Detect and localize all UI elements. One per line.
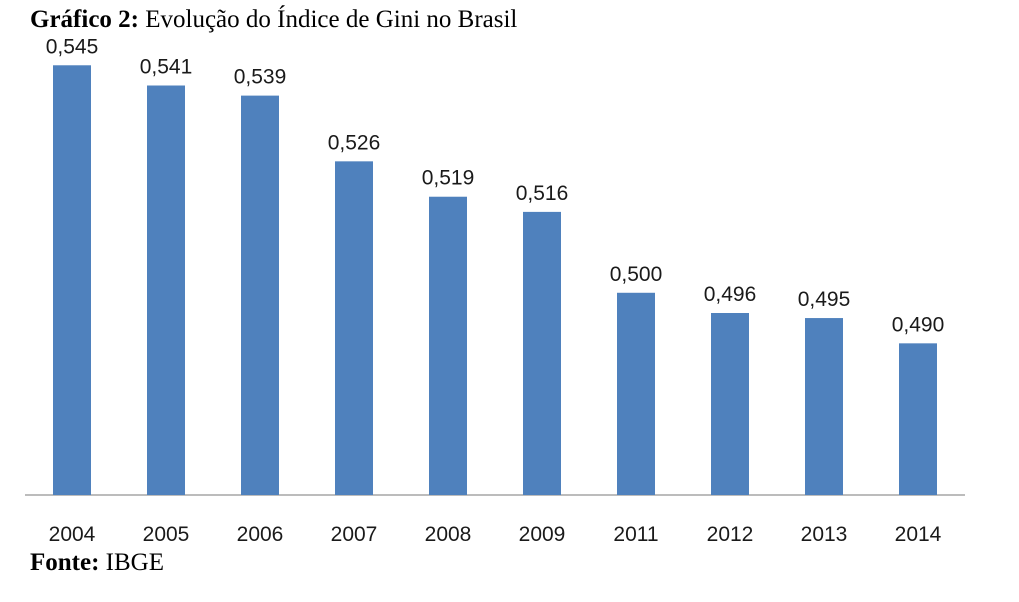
data-label-2006: 0,539 bbox=[234, 66, 287, 89]
bar-2006 bbox=[241, 95, 279, 495]
bar-2014 bbox=[899, 343, 937, 495]
data-label-2009: 0,516 bbox=[516, 182, 569, 205]
chart-title-prefix: Gráfico 2: bbox=[30, 6, 139, 33]
bar-2004 bbox=[53, 65, 91, 496]
data-label-2008: 0,519 bbox=[422, 167, 475, 190]
x-tick-label-2014: 2014 bbox=[895, 523, 942, 546]
chart-source: Fonte: IBGE bbox=[30, 549, 164, 577]
x-tick-label-2012: 2012 bbox=[707, 523, 754, 546]
chart-source-text: IBGE bbox=[105, 549, 164, 576]
bar-2008 bbox=[429, 196, 467, 495]
data-label-2013: 0,495 bbox=[798, 288, 851, 311]
data-label-2011: 0,500 bbox=[610, 263, 663, 286]
bar-2007 bbox=[335, 161, 373, 496]
bar-2012 bbox=[711, 313, 749, 495]
data-label-2005: 0,541 bbox=[140, 56, 193, 79]
chart-source-prefix: Fonte: bbox=[30, 549, 100, 576]
data-label-2004: 0,545 bbox=[46, 35, 99, 58]
chart-title: Gráfico 2: Evolução do Índice de Gini no… bbox=[30, 6, 517, 34]
x-tick-label-2005: 2005 bbox=[143, 523, 190, 546]
x-tick-label-2013: 2013 bbox=[801, 523, 848, 546]
bar-2005 bbox=[147, 85, 185, 495]
bar-2013 bbox=[805, 318, 843, 495]
bar-2011 bbox=[617, 292, 655, 495]
x-tick-label-2004: 2004 bbox=[49, 523, 96, 546]
data-label-2012: 0,496 bbox=[704, 283, 757, 306]
x-tick-label-2007: 2007 bbox=[331, 523, 378, 546]
x-tick-label-2009: 2009 bbox=[519, 523, 566, 546]
chart-title-text: Evolução do Índice de Gini no Brasil bbox=[145, 6, 518, 33]
bar-2009 bbox=[523, 211, 561, 495]
data-label-2014: 0,490 bbox=[892, 313, 945, 336]
data-label-2007: 0,526 bbox=[328, 131, 381, 154]
x-tick-label-2006: 2006 bbox=[237, 523, 284, 546]
x-tick-label-2011: 2011 bbox=[613, 523, 658, 546]
x-tick-label-2008: 2008 bbox=[425, 523, 472, 546]
